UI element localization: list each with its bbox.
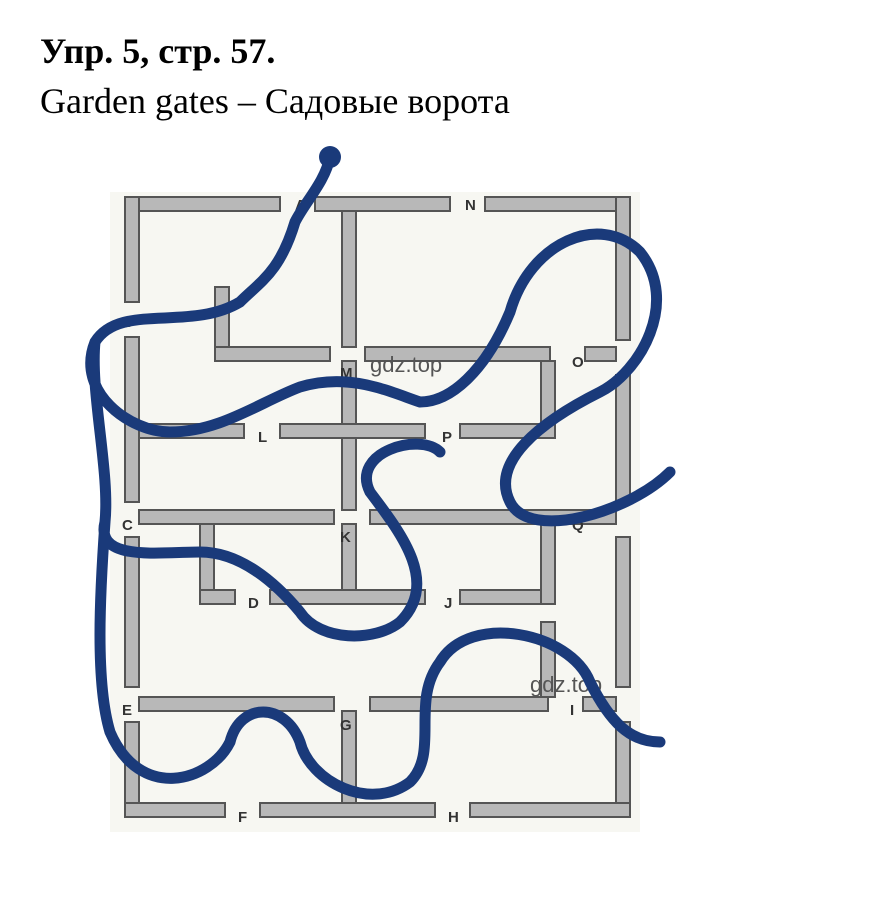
path-line xyxy=(91,157,670,794)
solution-path xyxy=(70,142,690,842)
exercise-subtitle: Garden gates – Садовые ворота xyxy=(40,80,850,122)
exercise-title: Упр. 5, стр. 57. xyxy=(40,30,850,72)
maze-container: A N B M O L P C K Q D J E G I F H gdz.to… xyxy=(70,142,690,822)
